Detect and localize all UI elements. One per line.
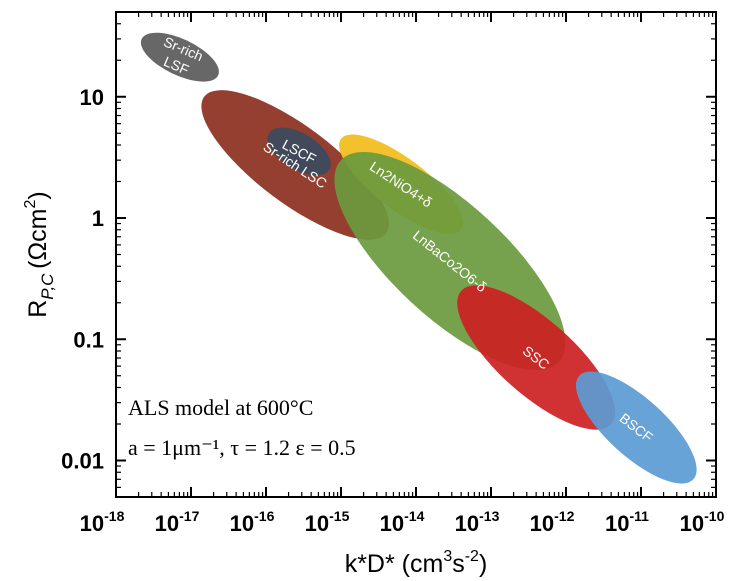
x-tick-label: 10-14 (380, 508, 425, 536)
y-tick-label: 10 (80, 85, 104, 110)
region-bscf (575, 371, 697, 484)
tick-labels-layer: 10-18 10-17 10-16 10-15 10-14 10-13 10-12 10-11… (61, 85, 724, 536)
x-tick-label: 10-12 (530, 508, 575, 536)
x-tick-label: 10-18 (80, 508, 125, 536)
x-tick-label: 10-10 (680, 508, 725, 536)
region-lscf (267, 127, 331, 176)
x-tick-label: 10-11 (605, 508, 649, 536)
x-axis-title: k*D* (cm3s-2) (345, 548, 488, 578)
region-ssc (457, 285, 616, 430)
regions-layer (140, 32, 697, 484)
annotation-model: ALS model at 600°C (128, 395, 313, 420)
region-sr-rich-lsf (140, 32, 219, 82)
x-tick-label: 10-17 (155, 508, 200, 536)
y-tick-label: 1 (92, 206, 104, 231)
x-tick-label: 10-13 (455, 508, 500, 536)
y-axis-title: RP,C (Ωcm2) (22, 191, 57, 318)
x-tick-label: 10-16 (230, 508, 275, 536)
x-tick-label: 10-15 (305, 508, 350, 536)
annotation-parameters: a = 1μm⁻¹, τ = 1.2 ε = 0.5 (128, 435, 356, 460)
y-tick-label: 0.01 (61, 449, 104, 474)
y-tick-label: 0.1 (73, 327, 104, 352)
ticks-layer (115, 11, 717, 498)
